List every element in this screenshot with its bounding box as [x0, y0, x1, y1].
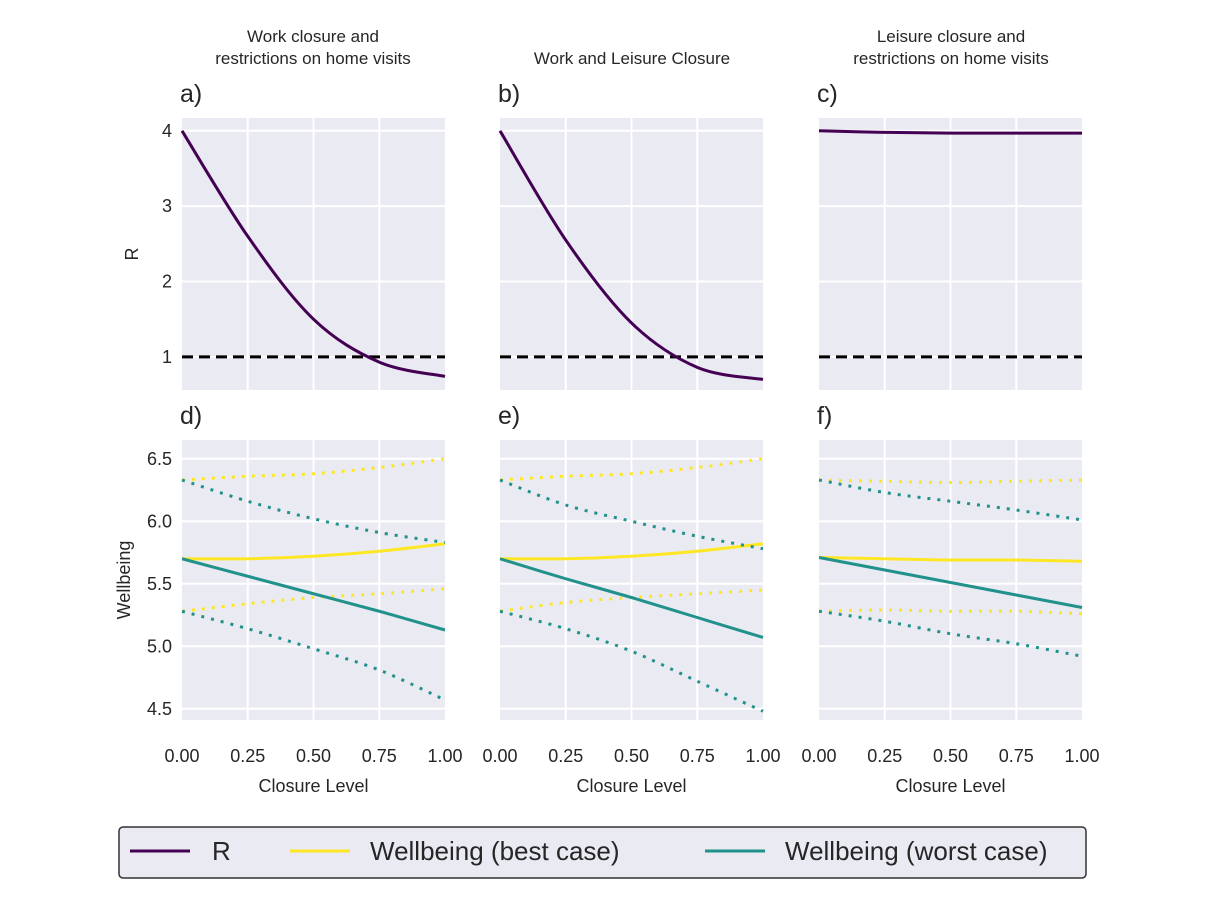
x-tick-label: 1.00	[1064, 746, 1099, 766]
panel-label: d)	[180, 402, 202, 430]
best-upper-bound-line	[499, 457, 764, 482]
x-axis-label: Closure Level	[258, 776, 368, 796]
x-tick-label: 0.00	[801, 746, 836, 766]
y-tick-label: 4.5	[147, 699, 172, 719]
y-tick-label: 5.5	[147, 574, 172, 594]
x-tick-label: 0.75	[680, 746, 715, 766]
y-tick-label: 6.0	[147, 511, 172, 531]
r-line	[498, 130, 764, 381]
legend: R Wellbeing (best case) Wellbeing (worst c…	[118, 826, 1087, 879]
panel-a: 1 2 3 4 R Work closure and restrictions on hom…	[122, 27, 446, 390]
x-tick-label: 0.50	[933, 746, 968, 766]
y-tick-label: 2	[162, 272, 172, 292]
legend-label: Wellbeing (best case)	[370, 836, 620, 866]
x-tick-label: 0.25	[230, 746, 265, 766]
panel-title: restrictions on home visits	[215, 49, 411, 68]
panel-label: b)	[498, 80, 520, 108]
x-tick-label: 0.75	[999, 746, 1034, 766]
y-tick-label: 4	[162, 121, 172, 141]
r-line	[818, 129, 1082, 135]
x-tick-label: 0.50	[296, 746, 331, 766]
worst-upper-bound-line	[818, 478, 1083, 522]
x-axis-label: Closure Level	[576, 776, 686, 796]
best-upper-bound-line	[818, 478, 1083, 485]
best-line	[818, 556, 1083, 563]
panel-title: Work closure and	[247, 27, 379, 46]
x-tick-label: 0.00	[482, 746, 517, 766]
worst-lower-bound-line	[818, 609, 1083, 658]
y-tick-label: 6.5	[147, 449, 172, 469]
x-tick-label: 1.00	[427, 746, 462, 766]
panel-e: 0.00 0.25 0.50 0.75 1.00 Closure Level e)	[482, 402, 780, 796]
x-tick-label: 0.75	[362, 746, 397, 766]
best-upper-bound-line	[181, 457, 446, 482]
legend-label: Wellbeing (worst case)	[785, 836, 1048, 866]
panel-label: c)	[817, 80, 838, 108]
panel-b: Work and Leisure Closure b)	[498, 49, 764, 390]
x-tick-label: 0.25	[548, 746, 583, 766]
legend-label: R	[212, 836, 231, 866]
worst-line	[818, 556, 1083, 609]
x-tick-label: 0.50	[614, 746, 649, 766]
panel-label: a)	[180, 80, 202, 108]
x-tick-label: 0.00	[164, 746, 199, 766]
y-tick-label: 1	[162, 347, 172, 367]
panel-f: 0.00 0.25 0.50 0.75 1.00 Closure Level f)	[801, 402, 1099, 796]
panel-label: f)	[817, 402, 832, 430]
best-lower-bound-line	[181, 587, 446, 613]
y-tick-label: 5.0	[147, 636, 172, 656]
panel-label: e)	[498, 402, 520, 430]
best-line	[181, 542, 446, 561]
r-line	[180, 130, 446, 378]
worst-line	[181, 557, 446, 632]
panel-c: Leisure closure and restrictions on home …	[817, 27, 1082, 390]
y-axis-label: R	[122, 248, 142, 261]
x-axis-label: Closure Level	[895, 776, 1005, 796]
panel-d: 4.5 5.0 5.5 6.0 6.5 0.00 0.25 0.50 0.75 1.00 Closu…	[114, 402, 463, 796]
y-tick-label: 3	[162, 196, 172, 216]
panel-title: Leisure closure and	[877, 27, 1025, 46]
y-axis-label: Wellbeing	[114, 541, 134, 620]
x-tick-label: 1.00	[745, 746, 780, 766]
legend-box	[118, 826, 1087, 879]
best-lower-bound-line	[818, 608, 1083, 616]
worst-line	[499, 557, 764, 639]
x-tick-label: 0.25	[867, 746, 902, 766]
panel-title: restrictions on home visits	[853, 49, 1049, 68]
panel-title: Work and Leisure Closure	[534, 49, 730, 68]
best-line	[499, 542, 764, 561]
